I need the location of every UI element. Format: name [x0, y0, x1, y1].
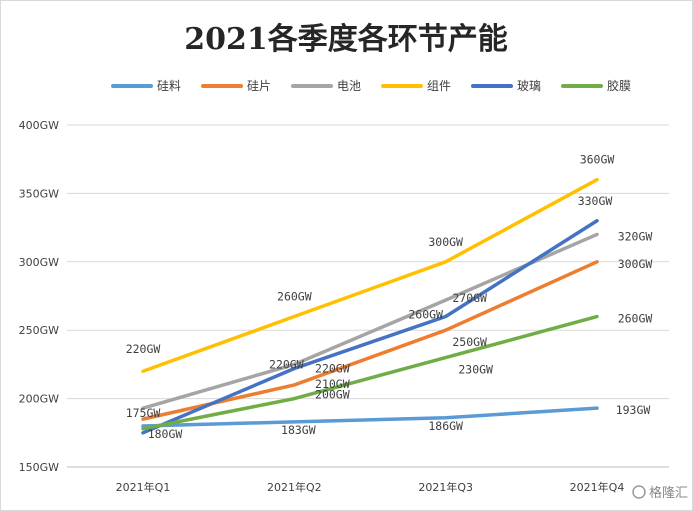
data-label: 260GW [618, 312, 653, 326]
x-tick-label: 2021年Q4 [570, 480, 625, 494]
data-label: 260GW [408, 308, 443, 322]
series-line [141, 406, 599, 428]
data-label: 360GW [580, 153, 615, 167]
watermark-logo-icon [632, 485, 646, 499]
series-line [141, 219, 599, 435]
data-label: 320GW [618, 229, 653, 243]
legend: 硅料 硅片 电池 组件 玻璃 胶膜 [111, 78, 631, 93]
legend-label: 玻璃 [517, 79, 541, 93]
series-line [141, 260, 599, 421]
data-label: 183GW [281, 423, 316, 437]
y-tick-label: 350GW [19, 187, 60, 200]
legend-label: 组件 [427, 79, 451, 93]
data-label: 200GW [315, 388, 350, 402]
gridlines [67, 124, 669, 468]
y-tick-label: 400GW [19, 119, 60, 132]
data-label: 210GW [315, 377, 350, 391]
data-label: 270GW [452, 291, 487, 305]
y-axis-ticks: 150GW 200GW 250GW 300GW 350GW 400GW [19, 119, 60, 474]
data-label: 300GW [428, 235, 463, 249]
x-tick-label: 2021年Q1 [116, 480, 171, 494]
x-tick-label: 2021年Q2 [267, 480, 322, 494]
data-label: 220GW [315, 362, 350, 376]
data-label: 230GW [458, 363, 493, 377]
legend-label: 硅料 [157, 79, 181, 93]
y-tick-label: 200GW [19, 393, 60, 406]
data-label: 220GW [269, 357, 304, 371]
x-axis-ticks: 2021年Q1 2021年Q2 2021年Q3 2021年Q4 [116, 480, 625, 494]
y-tick-label: 150GW [19, 461, 60, 474]
series-line [141, 177, 599, 373]
data-labels: 180GW 183GW 186GW 193GW 210GW 250GW 300GW 220GW… [126, 153, 653, 441]
legend-label: 电池 [337, 79, 361, 93]
data-label: 250GW [452, 335, 487, 349]
watermark-text: 格隆汇 [649, 485, 688, 501]
series-lines [141, 177, 599, 435]
x-tick-label: 2021年Q3 [418, 480, 473, 494]
data-label: 175GW [126, 406, 161, 420]
data-label: 186GW [428, 419, 463, 433]
data-label: 330GW [578, 194, 613, 208]
y-tick-label: 300GW [19, 256, 60, 269]
data-label: 300GW [618, 257, 653, 271]
data-label: 260GW [277, 290, 312, 304]
legend-label: 硅片 [247, 79, 271, 93]
data-label: 193GW [616, 403, 651, 417]
watermark: 格隆汇 [632, 485, 688, 501]
data-label: 180GW [148, 427, 183, 441]
series-line [141, 314, 599, 431]
series-line [141, 232, 599, 410]
legend-label: 胶膜 [607, 78, 631, 93]
y-tick-label: 250GW [19, 324, 60, 337]
chart-title: 2021各季度各环节产能 [184, 22, 508, 57]
data-label: 220GW [126, 342, 161, 356]
